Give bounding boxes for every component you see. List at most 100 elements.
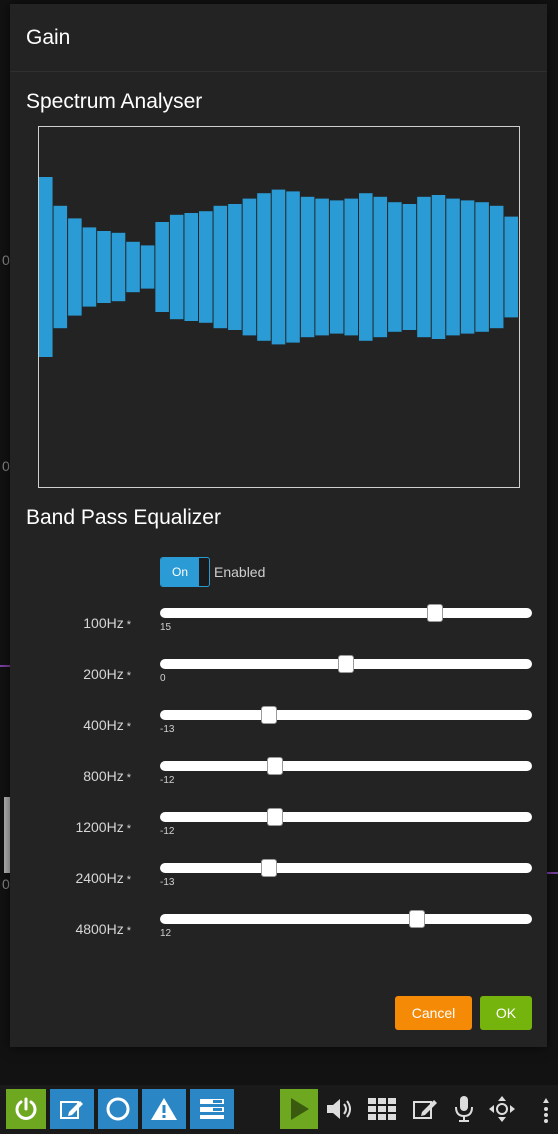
background-text: 0 [2,252,10,268]
spectrum-bar [39,177,53,357]
spectrum-bar [402,204,417,330]
eq-band-value: -13 [160,724,175,735]
spectrum-bar [373,196,388,338]
spectrum-chart [39,177,518,357]
eq-band-name: 200Hz [83,666,124,682]
eq-band-value: -12 [160,775,175,786]
gain-dialog: Gain Spectrum Analyser Band Pass Equaliz… [10,4,547,1047]
spectrum-bar [417,196,431,338]
background-line [0,665,10,667]
eq-band-row: 1200Hz * -12 [10,808,547,849]
eq-band-row: 400Hz * -13 [10,706,547,747]
eq-band-name: 400Hz [83,717,124,733]
spectrum-bar [271,189,286,345]
eq-slider-track[interactable] [160,757,532,775]
spectrum-bar [286,191,300,343]
spectrum-bar [140,245,155,289]
eq-slider-track[interactable] [160,859,532,877]
eq-slider-thumb[interactable] [427,604,443,622]
eq-slider-thumb[interactable] [260,859,277,877]
spectrum-title: Spectrum Analyser [26,90,203,113]
background-text: 0 [2,458,10,474]
eq-band-label: 2400Hz * [75,870,131,886]
spectrum-bar [388,202,402,332]
spectrum-bar [489,205,504,329]
eq-slider-thumb[interactable] [266,808,283,826]
spectrum-analyser [38,126,520,488]
eq-band-row: 100Hz * 15 [10,604,547,645]
eq-band-value: 12 [160,928,172,939]
toggle-status: Enabled [214,564,266,580]
eq-band-row: 200Hz * 0 [10,655,547,696]
microphone-icon[interactable] [450,1089,478,1129]
spectrum-bar [53,205,68,329]
spectrum-bar [169,214,184,320]
eq-band-star: * [126,874,131,886]
warning-icon[interactable] [142,1089,186,1129]
eq-band-label: 200Hz * [83,666,131,682]
eq-slider-thumb[interactable] [260,706,277,724]
record-circle-icon[interactable] [98,1089,138,1129]
eq-band-value: 15 [160,622,172,633]
eq-slider-thumb[interactable] [409,910,426,928]
eq-slider-track[interactable] [160,604,532,622]
spectrum-bar [68,218,82,316]
eq-band-value: -12 [160,826,175,837]
more-icon[interactable] [538,1089,554,1129]
volume-icon[interactable] [322,1089,356,1129]
eq-band-row: 800Hz * -12 [10,757,547,798]
spectrum-bar [82,227,97,307]
list-icon[interactable] [190,1089,234,1129]
eq-band-label: 800Hz * [83,768,131,784]
spectrum-bar [126,241,140,293]
power-icon[interactable] [6,1089,46,1129]
eq-slider-thumb[interactable] [266,757,283,775]
dialog-header: Gain [10,4,547,72]
eq-slider-thumb[interactable] [338,655,354,673]
note-edit-icon[interactable] [408,1089,444,1129]
eq-band-star: * [126,670,131,682]
spectrum-bar [242,198,257,336]
cancel-button[interactable]: Cancel [395,996,472,1030]
background-line [547,872,558,874]
eq-band-name: 1200Hz [75,819,124,835]
eq-band-name: 800Hz [83,768,124,784]
edit-icon[interactable] [50,1089,94,1129]
eq-band-name: 100Hz [83,615,124,631]
spectrum-bar [344,198,358,336]
play-icon[interactable] [280,1089,318,1129]
eq-slider-track[interactable] [160,910,532,928]
grid-icon[interactable] [364,1089,400,1129]
eq-band-star: * [126,619,131,631]
eq-band-label: 100Hz * [83,615,131,631]
spectrum-bar [329,200,344,334]
move-icon[interactable] [486,1089,518,1129]
spectrum-bar [504,216,518,318]
spectrum-bar [257,193,271,341]
ok-button[interactable]: OK [480,996,532,1030]
background-bar [4,797,10,873]
spectrum-bar [315,198,329,336]
spectrum-bar [475,202,489,332]
background-text: 0 [2,876,10,892]
spectrum-bar [213,205,228,329]
eq-band-value: -13 [160,877,175,888]
eq-band-value: 0 [160,673,166,684]
eq-band-star: * [126,721,131,733]
eq-band-star: * [126,925,131,937]
spectrum-bar [111,232,126,302]
eq-slider-track[interactable] [160,655,532,673]
eq-band-star: * [126,823,131,835]
toggle-on-label: On [161,558,199,586]
spectrum-bar [228,204,242,330]
equalizer-toggle[interactable]: On [160,557,210,587]
equalizer-title: Band Pass Equalizer [26,506,221,529]
spectrum-bar [155,222,169,312]
spectrum-bar [184,213,198,321]
spectrum-bar [460,200,475,334]
spectrum-bar [431,195,446,339]
spectrum-bar [97,231,111,303]
eq-slider-track[interactable] [160,706,532,724]
eq-slider-track[interactable] [160,808,532,826]
eq-band-label: 4800Hz * [75,921,131,937]
